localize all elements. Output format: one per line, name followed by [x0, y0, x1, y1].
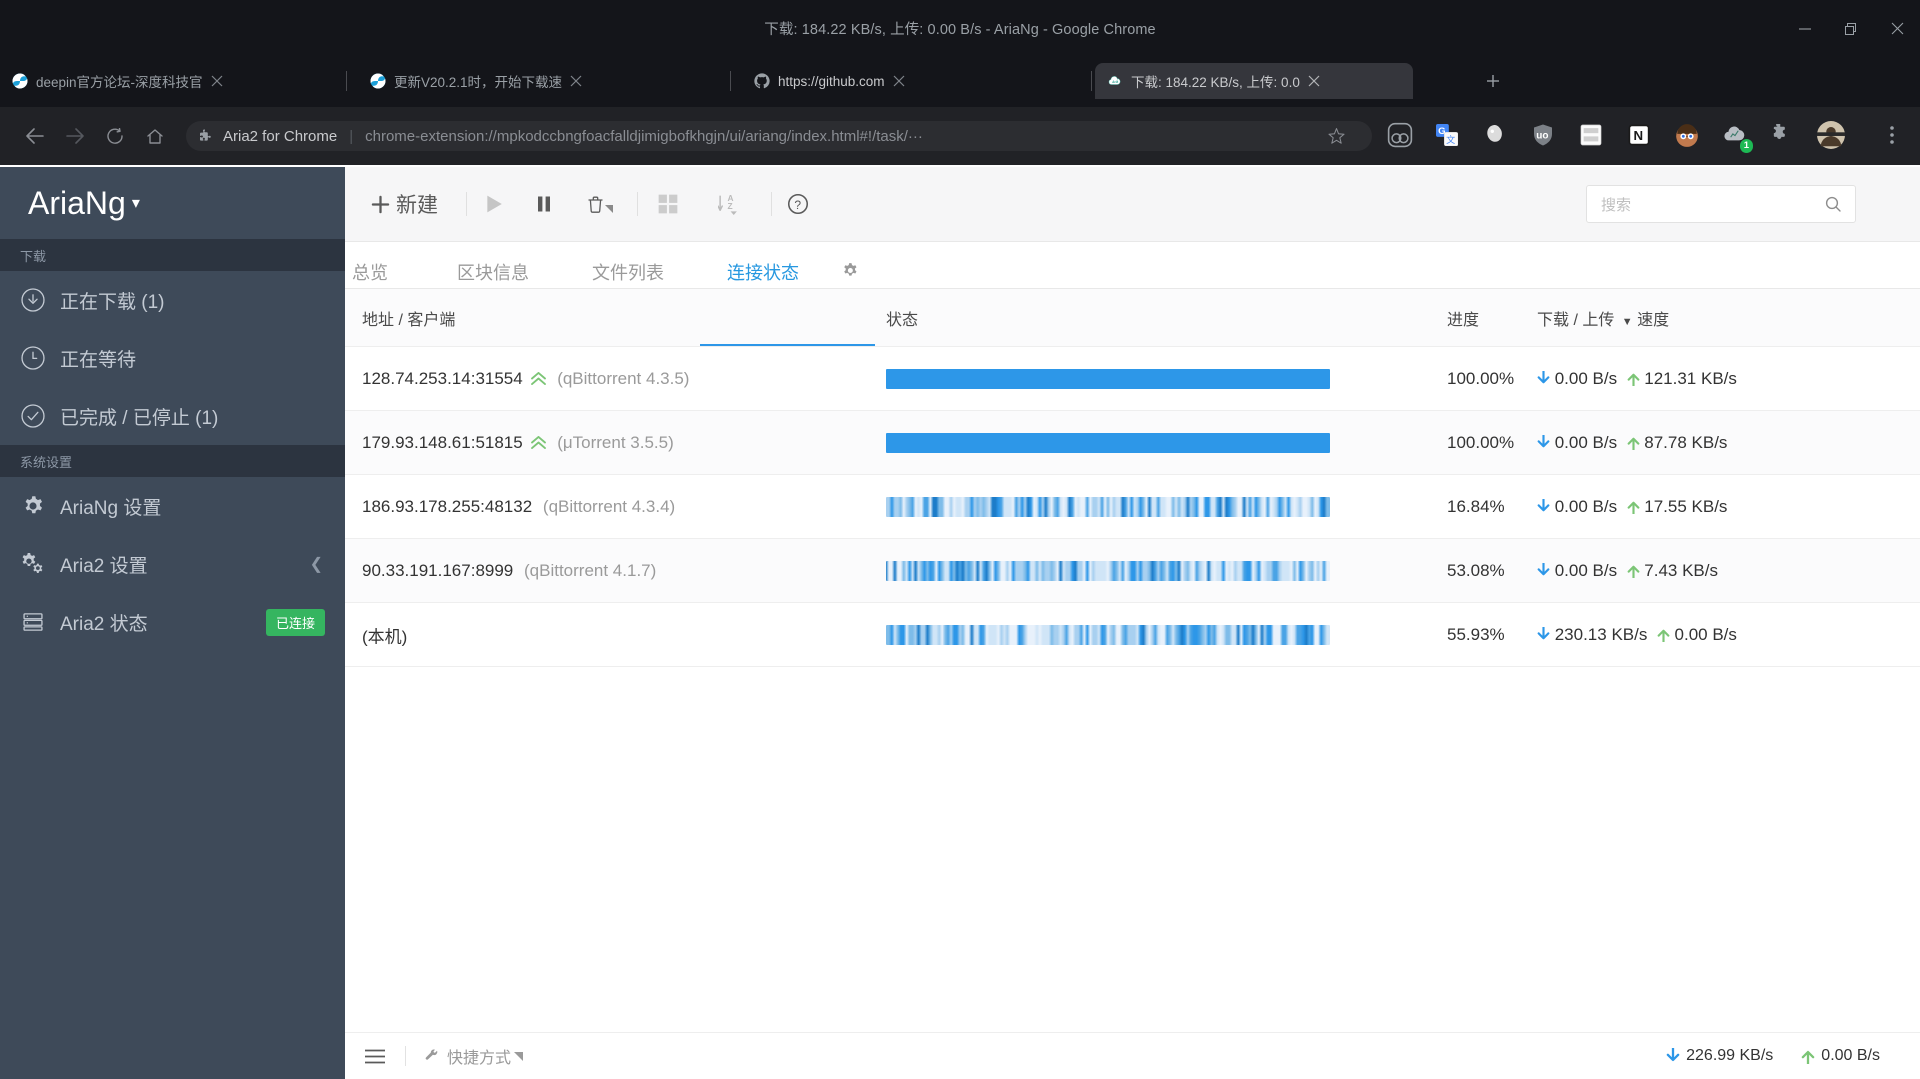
svg-text:Z: Z [727, 201, 732, 211]
svg-text:文: 文 [1446, 134, 1455, 145]
svg-text:N: N [1634, 128, 1644, 143]
svg-text:?: ? [794, 198, 801, 212]
svg-text:uo: uo [1536, 131, 1548, 142]
